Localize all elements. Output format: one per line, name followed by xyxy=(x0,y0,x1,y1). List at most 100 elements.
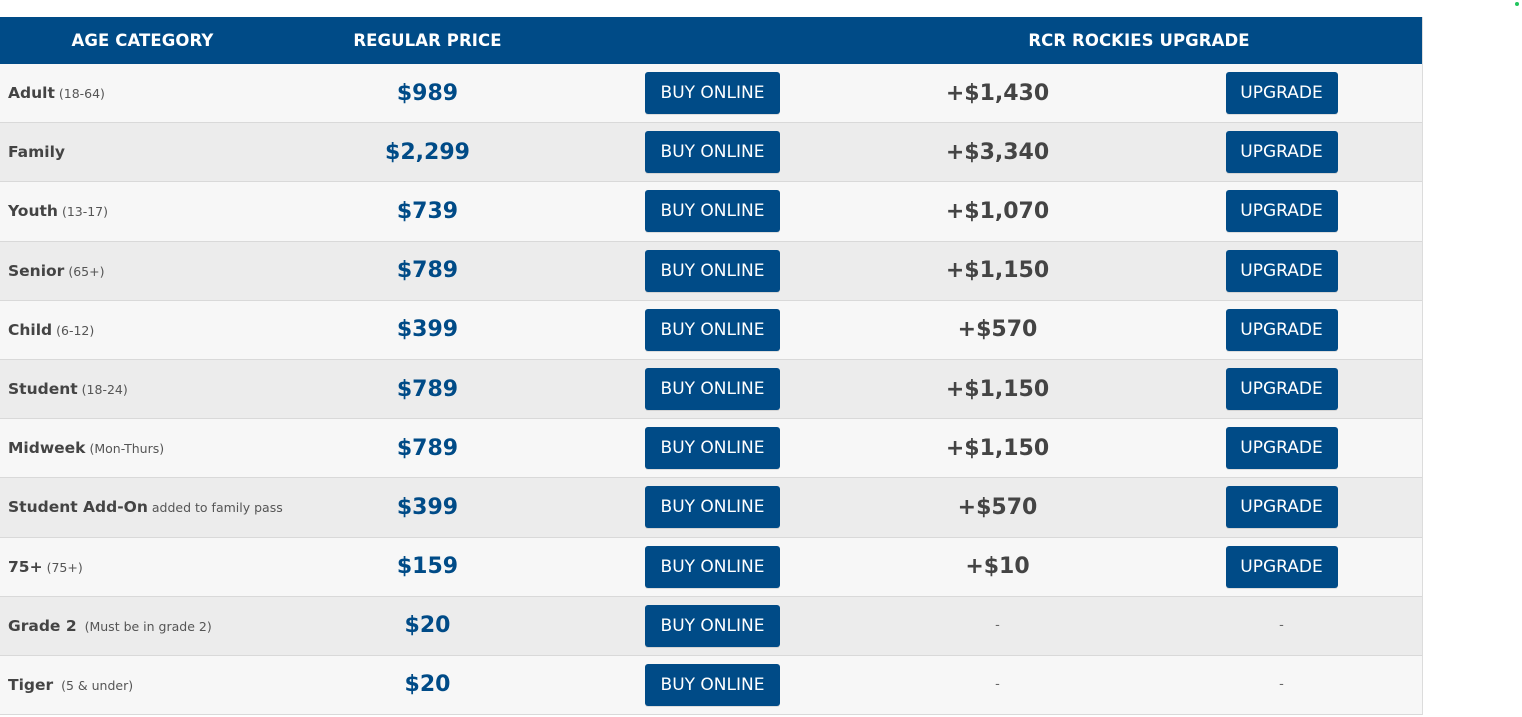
age-category-cell: Adult (18-64) xyxy=(0,84,285,102)
table-row: Midweek (Mon-Thurs) $789 BUY ONLINE +$1,150 U… xyxy=(0,419,1423,479)
age-category-name: Student xyxy=(8,380,78,399)
upgrade-price: +$1,150 xyxy=(945,435,1050,461)
age-category-note: (Mon-Thurs) xyxy=(89,441,165,457)
age-category-cell: Youth (13-17) xyxy=(0,202,285,220)
upgrade-button[interactable]: UPGRADE xyxy=(1225,308,1338,351)
table-row: 75+ (75+) $159 BUY ONLINE +$10 UPGRADE xyxy=(0,537,1423,597)
upgrade-button[interactable]: UPGRADE xyxy=(1225,72,1338,115)
regular-price: $399 xyxy=(396,494,459,520)
regular-price: $739 xyxy=(396,198,459,224)
upgrade-cell: UPGRADE xyxy=(1140,131,1423,174)
upgrade-button[interactable]: UPGRADE xyxy=(1225,249,1338,292)
buy-cell: BUY ONLINE xyxy=(570,545,855,588)
age-category-note: (5 & under) xyxy=(57,677,134,693)
buy-online-button[interactable]: BUY ONLINE xyxy=(645,308,780,351)
header-age-category: AGE CATEGORY xyxy=(71,31,214,50)
buy-online-button[interactable]: BUY ONLINE xyxy=(645,486,780,529)
buy-online-button[interactable]: BUY ONLINE xyxy=(645,190,780,233)
buy-online-button[interactable]: BUY ONLINE xyxy=(645,72,780,115)
regular-price: $159 xyxy=(396,554,459,580)
upgrade-cell: UPGRADE xyxy=(1140,545,1423,588)
table-row: Family $2,299 BUY ONLINE +$3,340 UPGRADE xyxy=(0,123,1423,183)
buy-cell: BUY ONLINE xyxy=(570,72,855,115)
buy-cell: BUY ONLINE xyxy=(570,663,855,706)
age-category-name: Child xyxy=(8,320,53,339)
pricing-table: AGE CATEGORY REGULAR PRICE RCR ROCKIES U… xyxy=(0,17,1423,716)
regular-price: $789 xyxy=(396,376,459,402)
header-rcr-rockies-upgrade: RCR ROCKIES UPGRADE xyxy=(1028,31,1250,50)
table-row: Grade 2 (Must be in grade 2) $20 BUY ONLIN… xyxy=(0,596,1422,656)
upgrade-button[interactable]: UPGRADE xyxy=(1225,545,1338,588)
upgrade-button[interactable]: UPGRADE xyxy=(1225,368,1338,411)
age-category-name: Youth xyxy=(8,202,58,221)
regular-price: $20 xyxy=(404,613,451,639)
buy-cell: BUY ONLINE xyxy=(570,368,855,411)
buy-online-button[interactable]: BUY ONLINE xyxy=(645,545,780,588)
upgrade-cell: UPGRADE xyxy=(1140,249,1423,292)
upgrade-button[interactable]: UPGRADE xyxy=(1225,427,1338,470)
buy-cell: BUY ONLINE xyxy=(570,131,855,174)
buy-cell: BUY ONLINE xyxy=(570,308,855,351)
regular-price: $399 xyxy=(396,317,459,343)
upgrade-price: +$1,150 xyxy=(945,258,1050,284)
buy-online-button[interactable]: BUY ONLINE xyxy=(645,368,780,411)
age-category-name: Midweek xyxy=(8,439,86,458)
age-category-note: (18-24) xyxy=(81,382,128,398)
age-category-cell: Midweek (Mon-Thurs) xyxy=(0,439,285,457)
buy-online-button[interactable]: BUY ONLINE xyxy=(645,131,780,174)
regular-price: $989 xyxy=(396,80,459,106)
status-dot xyxy=(1515,2,1519,6)
age-category-cell: Senior (65+) xyxy=(0,262,285,280)
upgrade-cell: UPGRADE xyxy=(1140,486,1423,529)
age-category-name: Senior xyxy=(8,261,65,280)
table-row: Child (6-12) $399 BUY ONLINE +$570 UPGRADE xyxy=(0,300,1423,360)
age-category-cell: Tiger (5 & under) xyxy=(0,676,285,694)
age-category-name: Tiger xyxy=(8,675,54,694)
upgrade-price: +$1,070 xyxy=(945,198,1050,224)
table-row: Senior (65+) $789 BUY ONLINE +$1,150 UPGRADE xyxy=(0,241,1423,301)
upgrade-cell: UPGRADE xyxy=(1140,72,1423,115)
regular-price: $20 xyxy=(404,672,451,698)
table-header: AGE CATEGORY REGULAR PRICE RCR ROCKIES U… xyxy=(0,17,1422,64)
buy-online-button[interactable]: BUY ONLINE xyxy=(645,663,780,706)
age-category-cell: 75+ (75+) xyxy=(0,558,285,576)
table-body: Adult (18-64) $989 BUY ONLINE +$1,430 UPGRADE… xyxy=(0,64,1423,716)
upgrade-button[interactable]: UPGRADE xyxy=(1225,131,1338,174)
buy-cell: BUY ONLINE xyxy=(570,427,855,470)
header-regular-price: REGULAR PRICE xyxy=(353,31,502,50)
regular-price: $789 xyxy=(396,435,459,461)
table-row: Student Add-On added to family pass $399 BU… xyxy=(0,478,1423,538)
upgrade-cell: UPGRADE xyxy=(1140,308,1423,351)
age-category-note: added to family pass xyxy=(151,500,283,516)
upgrade-cell: UPGRADE xyxy=(1140,427,1423,470)
age-category-name: Adult xyxy=(8,84,55,103)
age-category-cell: Family xyxy=(0,143,285,161)
age-category-note: (75+) xyxy=(46,559,83,575)
upgrade-price: +$1,150 xyxy=(945,376,1050,402)
buy-online-button[interactable]: BUY ONLINE xyxy=(645,249,780,292)
upgrade-button[interactable]: UPGRADE xyxy=(1225,190,1338,233)
upgrade-price: +$3,340 xyxy=(945,139,1050,165)
age-category-note: (18-64) xyxy=(58,86,105,102)
upgrade-price: +$1,430 xyxy=(945,80,1050,106)
age-category-cell: Child (6-12) xyxy=(0,321,285,339)
age-category-name: Student Add-On xyxy=(8,498,148,517)
buy-cell: BUY ONLINE xyxy=(570,486,855,529)
age-category-name: Grade 2 xyxy=(8,616,77,635)
age-category-cell: Student (18-24) xyxy=(0,380,285,398)
upgrade-price: - xyxy=(995,618,1000,634)
buy-cell: BUY ONLINE xyxy=(570,249,855,292)
regular-price: $789 xyxy=(396,258,459,284)
buy-online-button[interactable]: BUY ONLINE xyxy=(645,604,780,647)
table-row: Youth (13-17) $739 BUY ONLINE +$1,070 UPGRADE xyxy=(0,182,1422,242)
table-row: Tiger (5 & under) $20 BUY ONLINE - - xyxy=(0,655,1422,716)
age-category-note: (Must be in grade 2) xyxy=(80,618,212,634)
buy-online-button[interactable]: BUY ONLINE xyxy=(645,427,780,470)
upgrade-button[interactable]: UPGRADE xyxy=(1225,486,1338,529)
age-category-note: (65+) xyxy=(68,263,105,279)
age-category-name: 75+ xyxy=(8,557,43,576)
age-category-cell: Student Add-On added to family pass xyxy=(0,498,285,516)
upgrade-price: +$570 xyxy=(957,494,1038,520)
age-category-note: (13-17) xyxy=(61,204,109,220)
